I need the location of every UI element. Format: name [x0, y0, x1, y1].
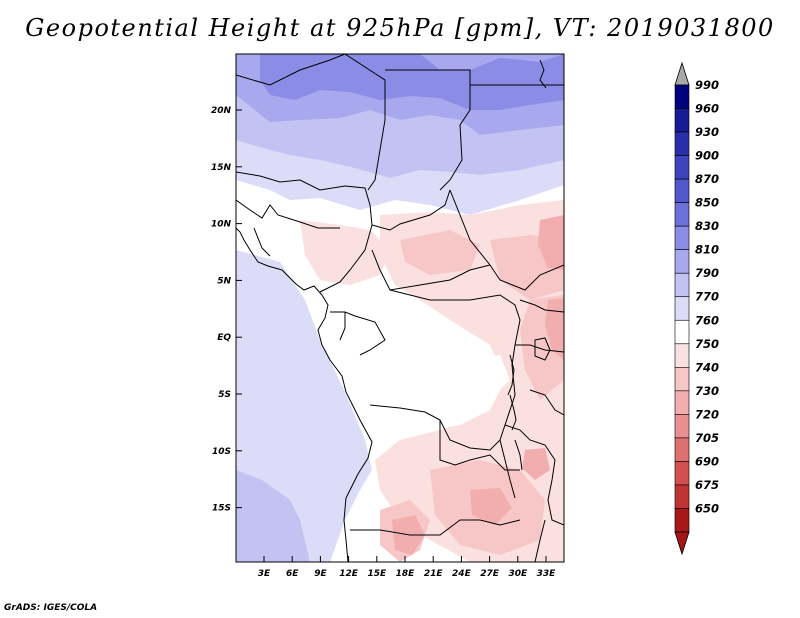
colorbar-swatch: [674, 343, 690, 368]
colorbar-swatch: [674, 155, 690, 180]
colorbar-top-arrow: [674, 61, 690, 86]
colorbar-label: 750: [695, 337, 719, 351]
colorbar-swatch: [674, 272, 690, 298]
colorbar-label: 675: [695, 478, 719, 492]
colorbar-label: 730: [695, 384, 719, 398]
lat-label: 10N: [211, 220, 232, 230]
colorbar-label: 760: [695, 313, 719, 327]
lon-label: 30E: [508, 569, 528, 579]
colorbar-label: 930: [695, 125, 719, 139]
grads-credit: GrADS: IGES/COLA: [4, 603, 98, 613]
colorbar-swatch: [674, 84, 690, 109]
lat-label: 20N: [211, 106, 232, 116]
colorbar-label: 810: [695, 243, 719, 257]
colorbar-bottom-arrow: [674, 531, 690, 556]
map-frame: [235, 53, 565, 563]
colorbar-swatch: [674, 508, 690, 533]
colorbar-swatch: [674, 461, 690, 486]
colorbar-label: 850: [695, 196, 719, 210]
latitude-axis: 20N 15N 10N 5N EQ 5S 10S 15S: [211, 106, 242, 514]
lon-label: 9E: [314, 569, 327, 579]
colorbar-swatch: [674, 178, 690, 203]
colorbar-swatch: [674, 108, 690, 133]
colorbar-label: 720: [695, 407, 719, 421]
lon-label: 27E: [480, 569, 500, 579]
colorbar-label: 990: [695, 78, 719, 92]
colorbar-swatch: [674, 414, 690, 439]
lat-label: 5N: [217, 276, 231, 286]
lon-label: 12E: [339, 569, 359, 579]
lon-label: 6E: [286, 569, 299, 579]
lat-label: 15S: [212, 504, 231, 514]
lat-label: EQ: [217, 333, 231, 343]
colorbar-label: 870: [695, 172, 719, 186]
lat-label: 15N: [211, 163, 232, 173]
colorbar-label: 900: [695, 149, 719, 163]
colorbar-label: 790: [695, 266, 719, 280]
geopotential-field: [236, 54, 564, 562]
colorbar-label: 830: [695, 219, 719, 233]
colorbar-label: 705: [695, 431, 719, 445]
colorbar-swatch: [674, 202, 690, 227]
colorbar: 990 960 930 900 870 850 830 810 790 770 760 750 740 7…: [674, 61, 719, 556]
country-borders: [236, 54, 564, 562]
lat-label: 10S: [212, 447, 231, 457]
lon-label: 33E: [537, 569, 557, 579]
lon-label: 21E: [424, 569, 444, 579]
colorbar-label: 690: [695, 454, 719, 468]
lon-label: 15E: [367, 569, 387, 579]
colorbar-swatch: [674, 367, 690, 392]
colorbar-swatch: [674, 249, 690, 274]
lon-label: 18E: [396, 569, 416, 579]
colorbar-swatch: [674, 296, 690, 321]
colorbar-swatch: [674, 484, 690, 509]
colorbar-label: 770: [695, 290, 719, 304]
colorbar-label: 650: [695, 501, 719, 515]
colorbar-label: 740: [695, 360, 719, 374]
lon-label: 3E: [258, 569, 271, 579]
colorbar-label: 960: [695, 102, 719, 116]
colorbar-swatch: [674, 131, 690, 156]
lon-label: 24E: [452, 569, 472, 579]
map-title: Geopotential Height at 925hPa [gpm], VT:…: [25, 14, 775, 42]
colorbar-swatch: [674, 319, 690, 345]
colorbar-swatch: [674, 225, 690, 250]
colorbar-swatch: [674, 437, 690, 462]
lat-label: 5S: [218, 390, 231, 400]
longitude-axis: 3E 6E 9E 12E 15E 18E 21E 24E 27E 30E 33E: [258, 556, 556, 579]
colorbar-swatch: [674, 390, 690, 415]
